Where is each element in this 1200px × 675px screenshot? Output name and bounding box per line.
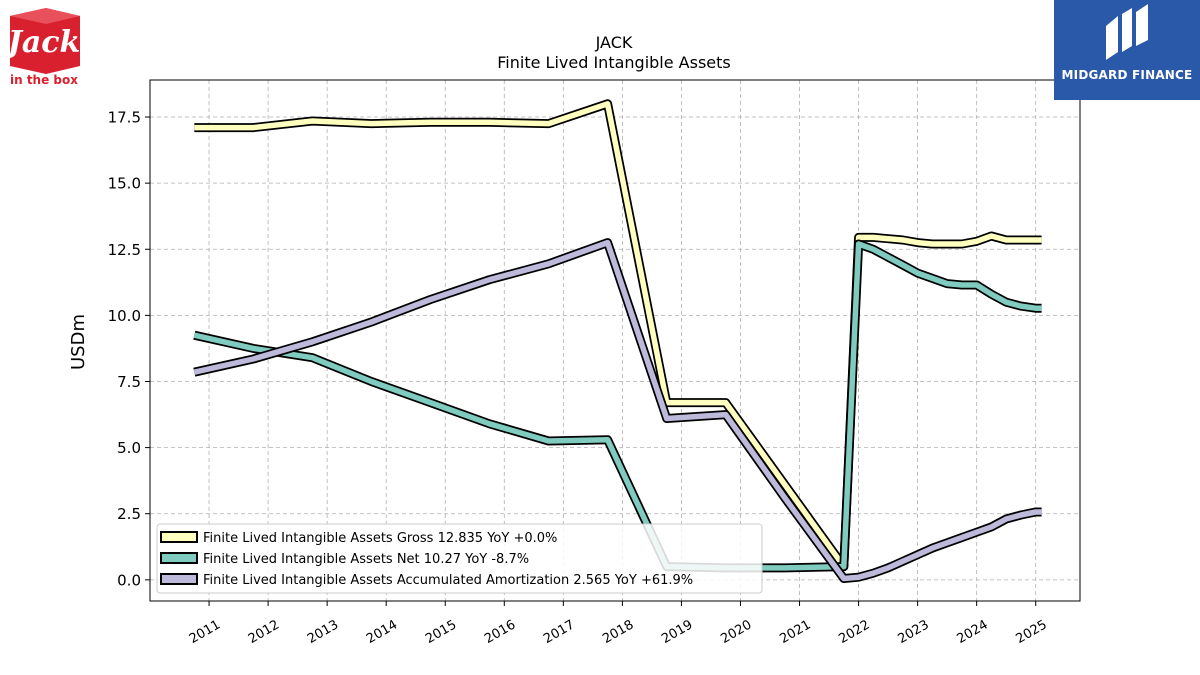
- y-axis: 0.0 2.5 5.0 7.5 10.0 12.5 15.0 17.5: [108, 109, 150, 589]
- company-logo: Jack in the box: [3, 6, 84, 88]
- y-tick-label: 0.0: [117, 571, 141, 589]
- x-tick-label: 2021: [777, 617, 813, 647]
- x-tick-label: 2019: [659, 617, 695, 647]
- legend-box: [156, 523, 763, 594]
- svg-text:Jack: Jack: [6, 25, 80, 60]
- y-tick-label: 7.5: [117, 373, 141, 391]
- jack-in-the-box-logo-icon: Jack in the box: [3, 8, 80, 87]
- legend-swatch: [160, 531, 198, 543]
- legend-entry: Finite Lived Intangible Assets Net 10.27…: [203, 552, 529, 567]
- x-axis: 2011 2012 2013 2014 2015 2016 2017 2018 2019 2020…: [187, 601, 1050, 647]
- x-tick-label: 2024: [955, 617, 991, 647]
- y-tick-label: 15.0: [108, 175, 141, 193]
- x-tick-label: 2014: [364, 617, 400, 647]
- x-tick-label: 2015: [423, 617, 459, 647]
- x-tick-label: 2016: [482, 617, 518, 647]
- x-tick-label: 2011: [187, 617, 223, 647]
- series-line: [194, 101, 1042, 570]
- legend: Finite Lived Intangible Assets Gross 12.…: [156, 523, 763, 594]
- chart-title: JACK: [595, 33, 633, 52]
- y-tick-label: 12.5: [108, 241, 141, 259]
- legend-swatch: [160, 573, 198, 585]
- brand-name: MIDGARD FINANCE: [1061, 68, 1193, 82]
- series-lines: [193, 99, 1042, 583]
- series-line-outline: [193, 239, 1042, 573]
- y-tick-label: 5.0: [117, 439, 141, 457]
- legend-entry: Finite Lived Intangible Assets Gross 12.…: [203, 531, 557, 546]
- legend-swatch: [160, 552, 198, 564]
- x-tick-label: 2022: [836, 617, 872, 647]
- series-gross: [194, 99, 1042, 572]
- x-tick-label: 2018: [600, 617, 636, 647]
- x-tick-label: 2020: [718, 617, 754, 647]
- chart-subtitle: Finite Lived Intangible Assets: [497, 53, 730, 72]
- series-net: [193, 239, 1042, 573]
- midgard-finance-logo: MIDGARD FINANCE: [1054, 0, 1200, 100]
- plot-frame: [149, 79, 1081, 602]
- y-axis-label: USDm: [68, 314, 89, 370]
- x-tick-label: 2017: [541, 617, 577, 647]
- series-amortization: [193, 238, 1042, 583]
- svg-text:in the box: in the box: [10, 73, 78, 87]
- y-tick-label: 17.5: [108, 109, 141, 127]
- series-line: [193, 239, 1042, 582]
- y-tick-label: 2.5: [117, 505, 141, 523]
- x-tick-label: 2013: [305, 617, 341, 647]
- midgard-m-icon: [1106, 4, 1148, 60]
- legend-entry: Finite Lived Intangible Assets Accumulat…: [203, 573, 693, 588]
- y-tick-label: 10.0: [108, 307, 141, 325]
- x-tick-label: 2025: [1014, 617, 1050, 647]
- x-tick-label: 2012: [246, 617, 282, 647]
- x-tick-label: 2023: [895, 617, 931, 647]
- series-line: [193, 241, 1042, 571]
